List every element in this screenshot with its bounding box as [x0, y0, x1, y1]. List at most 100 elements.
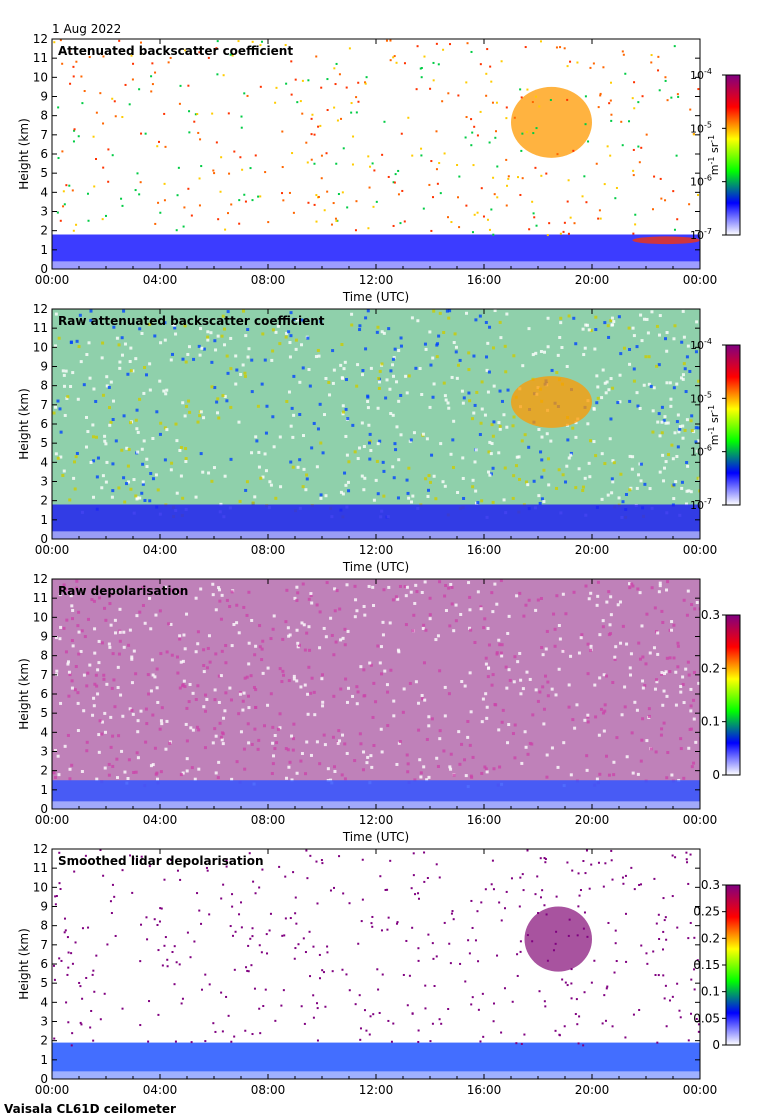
feature-cirrus [511, 86, 592, 158]
x-tick-label: 20:00 [575, 273, 610, 287]
y-tick-label: 9 [40, 360, 48, 374]
colorbar: 10-4 10-5 10-6 10-7 m-1 sr-1 [690, 337, 741, 512]
feature-boundary-layer [52, 234, 700, 269]
y-tick-label: 2 [40, 1034, 48, 1048]
x-tick-label: 00:00 [35, 813, 70, 827]
y-tick-label: 2 [40, 224, 48, 238]
feature-elevated-layer [632, 236, 700, 245]
y-tick-label: 8 [40, 919, 48, 933]
speckle [53, 39, 700, 237]
y-tick-label: 6 [40, 957, 48, 971]
x-tick-label: 04:00 [143, 273, 178, 287]
colorbar-tick-label: 0.3 [701, 878, 720, 892]
colorbar-gradient [725, 614, 741, 776]
colorbar-tick-label: 0.1 [701, 715, 720, 729]
colorbar-gradient [725, 884, 741, 1046]
y-tick-label: 8 [40, 109, 48, 123]
colorbar-tick-label: 10-7 [690, 227, 712, 242]
y-tick-label: 1 [40, 1053, 48, 1067]
x-tick-label: 00:00 [35, 543, 70, 557]
y-tick-label: 7 [40, 668, 48, 682]
colorbar-tick-label: 10-5 [690, 120, 712, 135]
y-tick-label: 10 [33, 610, 48, 624]
colorbar-tick-label: 0.3 [701, 608, 720, 622]
x-tick-label: 08:00 [251, 273, 286, 287]
colorbar-unit: m-1 sr-1 [707, 135, 721, 175]
data-layer [52, 309, 700, 539]
y-tick-label: 10 [33, 70, 48, 84]
y-tick-label: 3 [40, 475, 48, 489]
x-tick-label: 08:00 [251, 813, 286, 827]
y-tick-label: 11 [33, 51, 48, 65]
x-tick-label: 16:00 [467, 273, 502, 287]
colorbar: 0.3 0.2 0.1 0 [701, 608, 741, 782]
x-tick-label: 00:00 [683, 273, 718, 287]
y-tick-label: 0 [40, 1072, 48, 1086]
y-tick-label: 5 [40, 436, 48, 450]
y-tick-label: 4 [40, 725, 48, 739]
x-axis-label: Time (UTC) [342, 830, 409, 844]
panel-title: Raw depolarisation [58, 584, 188, 598]
x-tick-label: 00:00 [683, 813, 718, 827]
x-tick-label: 00:00 [35, 273, 70, 287]
y-tick-label: 3 [40, 745, 48, 759]
panel-title: Attenuated backscatter coefficient [58, 44, 293, 58]
colorbar: 10-4 10-5 10-6 10-7 m-1 sr-1 [690, 67, 741, 242]
colorbar-tick-label: 10-7 [690, 497, 712, 512]
feature-cirrus [524, 906, 592, 972]
colorbar-tick-label: 10-6 [690, 444, 712, 459]
y-tick-label: 6 [40, 417, 48, 431]
x-tick-label: 00:00 [683, 1083, 718, 1097]
y-axis-label: Height (km) [17, 388, 31, 459]
x-tick-label: 00:00 [683, 543, 718, 557]
feature-noise-background [52, 579, 700, 809]
x-tick-label: 20:00 [575, 543, 610, 557]
feature-noise-background [52, 309, 700, 539]
x-tick-label: 08:00 [251, 1083, 286, 1097]
colorbar-tick-label: 0 [712, 1038, 720, 1052]
y-tick-label: 11 [33, 591, 48, 605]
y-tick-label: 10 [33, 880, 48, 894]
footer-label: Vaisala CL61D ceilometer [4, 1102, 176, 1116]
y-tick-label: 12 [33, 32, 48, 46]
y-tick-label: 7 [40, 128, 48, 142]
x-tick-label: 04:00 [143, 543, 178, 557]
y-tick-label: 6 [40, 687, 48, 701]
colorbar-tick-label: 10-4 [690, 67, 712, 82]
x-tick-label: 12:00 [359, 273, 394, 287]
y-tick-label: 7 [40, 938, 48, 952]
x-tick-label: 12:00 [359, 543, 394, 557]
x-axis-label: Time (UTC) [342, 560, 409, 574]
colorbar-tick-label: 0.1 [701, 985, 720, 999]
feature-boundary-layer [52, 504, 700, 539]
x-axis-label: Time (UTC) [342, 290, 409, 304]
x-tick-label: 16:00 [467, 543, 502, 557]
y-tick-label: 12 [33, 302, 48, 316]
plot-area [52, 39, 700, 269]
y-tick-label: 4 [40, 455, 48, 469]
y-tick-label: 3 [40, 1015, 48, 1029]
x-tick-label: 16:00 [467, 1083, 502, 1097]
colorbar-tick-label: 0.2 [701, 661, 720, 675]
y-tick-label: 3 [40, 205, 48, 219]
panel-title: Smoothed lidar depolarisation [58, 854, 264, 868]
colorbar-tick-label: 0 [712, 768, 720, 782]
colorbar-tick-label: 0.25 [693, 905, 720, 919]
x-tick-label: 12:00 [359, 813, 394, 827]
x-tick-label: 20:00 [575, 813, 610, 827]
x-tick-label: 16:00 [467, 813, 502, 827]
colorbar-tick-label: 0.2 [701, 931, 720, 945]
y-tick-label: 8 [40, 379, 48, 393]
y-tick-label: 1 [40, 243, 48, 257]
colorbar-tick-label: 10-4 [690, 337, 712, 352]
speckle [52, 849, 700, 1047]
y-tick-label: 10 [33, 340, 48, 354]
colorbar-gradient [725, 344, 741, 506]
colorbar-gradient [725, 74, 741, 236]
plot-area [52, 849, 700, 1079]
colorbar-unit: m-1 sr-1 [707, 405, 721, 445]
